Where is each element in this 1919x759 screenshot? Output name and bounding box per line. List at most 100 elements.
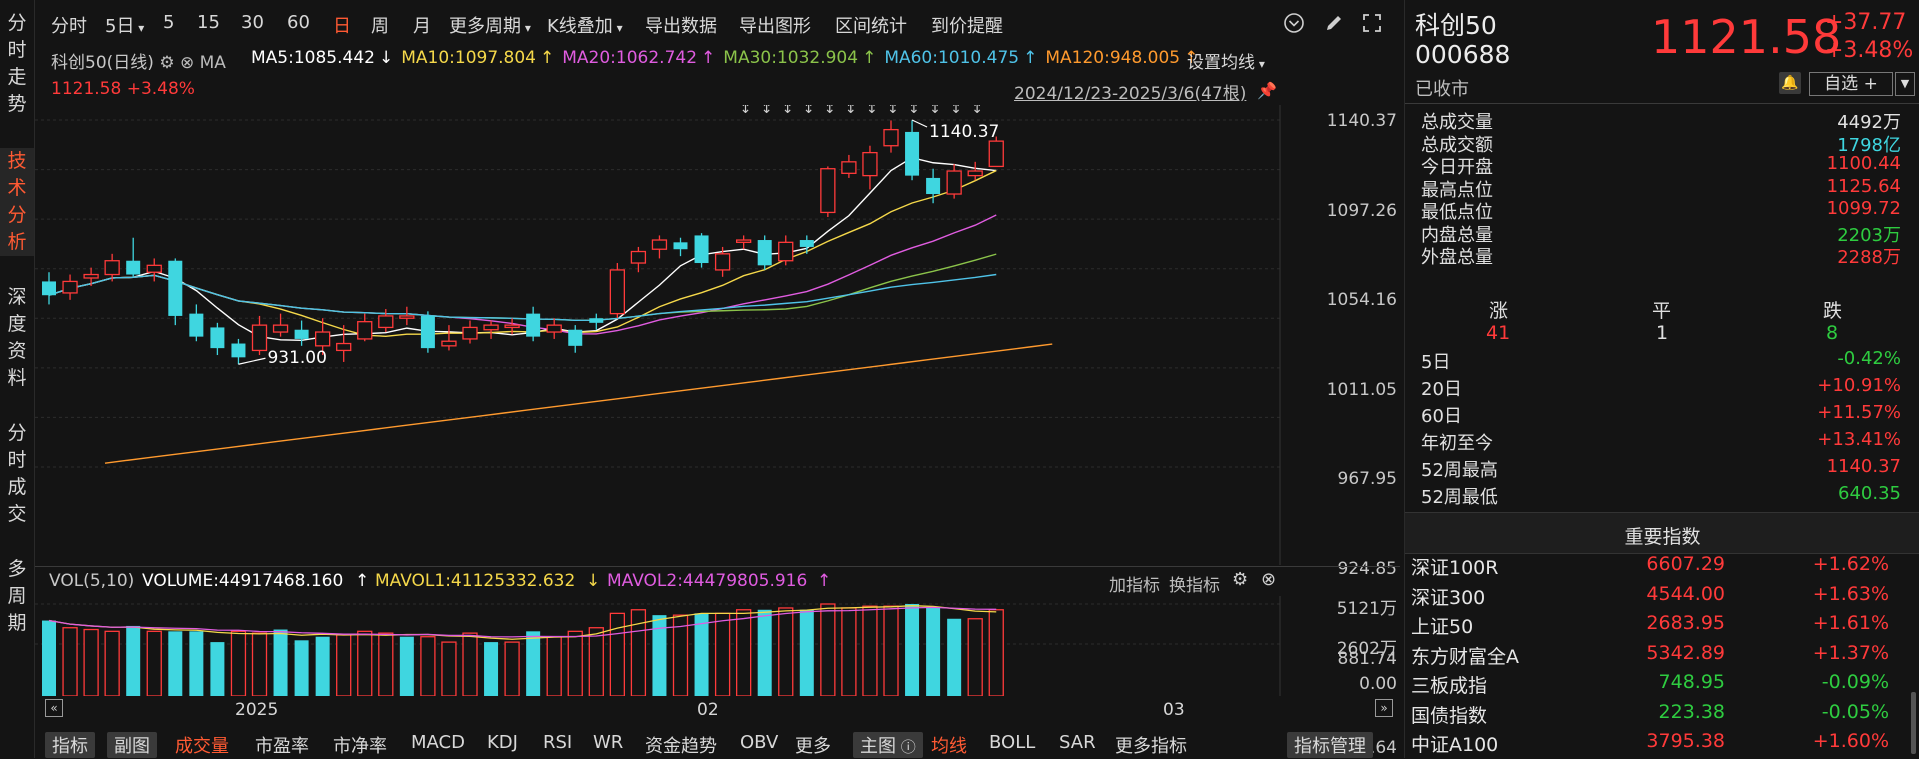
candle-body (104, 260, 120, 276)
candle-body (526, 313, 541, 337)
period-5min[interactable]: 5 (163, 12, 175, 33)
indicator-volume[interactable]: 成交量 (175, 736, 229, 757)
divider (1405, 103, 1919, 104)
volume-plot[interactable] (35, 596, 1400, 696)
export-data-button[interactable]: 导出数据 (645, 16, 717, 37)
stat-row: 总成交额 1798亿 (1421, 131, 1901, 157)
nav-tab-technical[interactable]: 技术分析 (0, 148, 34, 256)
market-status: 已收市 (1415, 79, 1469, 100)
index-row[interactable]: 三板成指 748.95 -0.09% (1405, 671, 1905, 700)
close-icon[interactable]: ⊗ (1261, 569, 1277, 590)
index-price: 2683.95 (1646, 612, 1725, 634)
add-indicator-button[interactable]: 加指标 (1109, 576, 1160, 596)
index-name: 中证A100 (1411, 734, 1499, 756)
index-row[interactable]: 中证A100 3795.38 +1.60% (1405, 730, 1905, 759)
volume-bar (83, 628, 99, 696)
period-week[interactable]: 周 (371, 16, 389, 37)
candle-body (609, 269, 625, 315)
index-row[interactable]: 深证300 4544.00 +1.63% (1405, 583, 1905, 612)
indicator-tab[interactable]: 指标 (45, 732, 95, 758)
stat-value: 4492万 (1837, 112, 1901, 133)
date-range[interactable]: 2024/12/23-2025/3/6(47根) (1014, 84, 1247, 104)
nav-tab-deep-info[interactable]: 深度资料 (0, 284, 34, 392)
volume-y-tick: 5121万 (1336, 599, 1397, 619)
nav-tab-char: 术 (7, 177, 27, 199)
indicator-manage-button[interactable]: 指标管理 (1287, 732, 1373, 758)
indicator-rsi[interactable]: RSI (543, 732, 573, 753)
sub-chart-tab[interactable]: 副图 (107, 732, 157, 758)
breadth-flat-label: 平 (1652, 300, 1672, 322)
add-watchlist-button[interactable]: 自选 + (1809, 72, 1893, 96)
indicator-obv[interactable]: OBV (740, 732, 779, 753)
indicator-pb[interactable]: 市净率 (333, 736, 387, 757)
performance-value: +13.41% (1817, 429, 1901, 450)
period-15min[interactable]: 15 (197, 12, 220, 33)
nav-tab-char: 深 (7, 286, 27, 308)
indicator-pe[interactable]: 市盈率 (255, 736, 309, 757)
nav-tab-char: 势 (7, 93, 27, 115)
indicator-more[interactable]: 更多 (795, 736, 831, 757)
indicator-kdj[interactable]: KDJ (487, 732, 518, 753)
switch-indicator-button[interactable]: 换指标 (1169, 576, 1220, 596)
signal-marker-icon: ↕ (887, 105, 899, 117)
price-alert-button[interactable]: 到价提醒 (931, 16, 1003, 37)
main-indicator-ma[interactable]: 均线 (931, 736, 967, 757)
nav-tab-intraday[interactable]: 分时走势 (0, 10, 34, 118)
fullscreen-icon[interactable] (1361, 12, 1383, 38)
indicator-wr[interactable]: WR (593, 732, 624, 753)
kline-chart[interactable]: 科创50(日线) ⚙ ⊗ MA MA5:1085.442 ↓ MA10:1097.8… (35, 45, 1400, 758)
period-5day[interactable]: 5日 ▾ (105, 12, 144, 38)
index-name: 国债指数 (1411, 704, 1488, 727)
ma-values: MA5:1085.442 ↓ MA10:1097.804 ↑ MA20:1062.742… (251, 48, 1206, 68)
candle-body (294, 329, 309, 339)
index-row[interactable]: 深证100R 6607.29 +1.62% (1405, 553, 1905, 582)
indicator-macd[interactable]: MACD (411, 732, 465, 753)
nav-tab-tick-trades[interactable]: 分时成交 (0, 420, 34, 528)
breadth-flat-count: 1 (1656, 322, 1669, 344)
scroll-left-icon[interactable]: « (45, 699, 63, 717)
nav-tab-multi-period[interactable]: 多周期 (0, 556, 34, 637)
indicator-fund-trend[interactable]: 资金趋势 (645, 736, 717, 757)
bell-icon[interactable]: 🔔 (1779, 72, 1801, 94)
main-indicator-boll[interactable]: BOLL (989, 732, 1036, 753)
period-month[interactable]: 月 (413, 16, 431, 37)
close-icon[interactable]: ⊗ (179, 53, 195, 73)
draw-pen-icon[interactable] (1323, 12, 1345, 38)
candle-body (778, 241, 794, 262)
main-chart-tab[interactable]: 主图 ⓘ (853, 732, 923, 758)
period-30min[interactable]: 30 (241, 12, 264, 33)
collapse-circle-icon[interactable] (1283, 12, 1305, 38)
candlestick-plot[interactable]: ↕ ↕ ↕ ↕ ↕ ↕ ↕ ↕ ↕ ↕ ↕ ↕ 1140.37 931.00 (35, 105, 1400, 565)
index-row[interactable]: 上证50 2683.95 +1.61% (1405, 612, 1905, 641)
main-indicator-more[interactable]: 更多指标 (1115, 736, 1187, 757)
k-overlay-dropdown[interactable]: K线叠加 ▾ (547, 12, 623, 38)
nav-tab-char: 料 (7, 367, 27, 389)
interval-stats-button[interactable]: 区间统计 (835, 16, 907, 37)
ma-settings-dropdown[interactable]: 设置均线 ▾ (1187, 48, 1265, 73)
volume-bar (399, 636, 414, 696)
index-name: 深证100R (1411, 557, 1499, 579)
mavol5-line (48, 605, 997, 640)
volume-bar (62, 627, 78, 696)
scrollbar-thumb[interactable] (1911, 692, 1916, 754)
export-chart-button[interactable]: 导出图形 (739, 16, 811, 37)
index-row[interactable]: 国债指数 223.38 -0.05% (1405, 701, 1905, 730)
index-change: -0.09% (1821, 671, 1889, 693)
period-60min[interactable]: 60 (287, 12, 310, 33)
signal-marker-icon: ↕ (866, 105, 878, 117)
main-indicator-sar[interactable]: SAR (1059, 732, 1096, 753)
pin-icon[interactable]: 📌 (1257, 81, 1277, 100)
gear-icon[interactable]: ⚙ (1232, 569, 1249, 590)
chevron-down-icon[interactable]: ▼ (1895, 72, 1915, 96)
nav-tab-char: 分 (7, 422, 27, 444)
more-periods-dropdown[interactable]: 更多周期 ▾ (449, 12, 531, 38)
index-row[interactable]: 东方财富全A 5342.89 +1.37% (1405, 642, 1905, 671)
ma5-line (48, 156, 997, 342)
period-intraday[interactable]: 分时 (51, 16, 87, 37)
period-day[interactable]: 日 (333, 16, 351, 37)
gear-icon[interactable]: ⚙ (159, 53, 175, 73)
breadth: 涨 平 跌 41 1 8 (1405, 296, 1919, 348)
volume-y-tick: 0.00 (1359, 674, 1397, 694)
scroll-right-icon[interactable]: » (1375, 699, 1393, 717)
ma10-line (48, 169, 997, 337)
